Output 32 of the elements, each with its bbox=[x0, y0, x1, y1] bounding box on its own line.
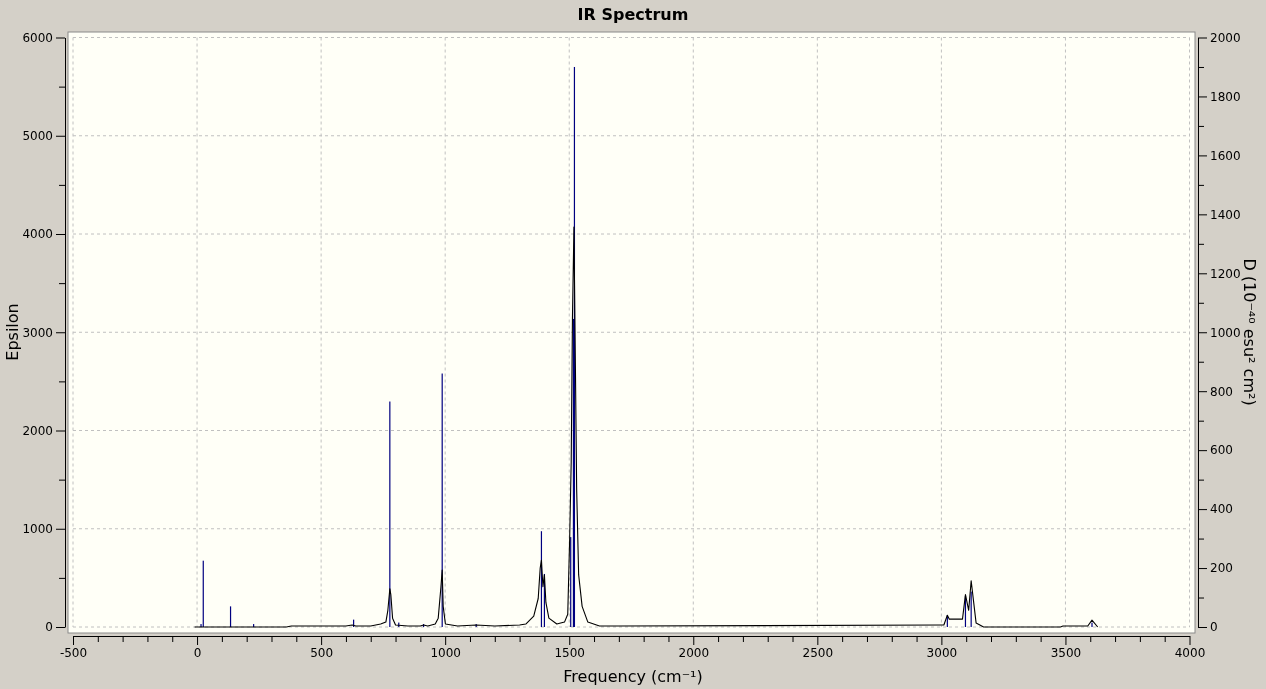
y2-tick-label: 200 bbox=[1210, 561, 1233, 576]
x-tick-label: 2000 bbox=[678, 645, 710, 660]
y-tick-label: 3000 bbox=[22, 325, 53, 340]
y2-tick-label: 600 bbox=[1210, 443, 1233, 458]
x-tick-label: 3500 bbox=[1050, 645, 1082, 660]
x-tick-label: 1000 bbox=[430, 645, 461, 660]
y2-tick-label: 400 bbox=[1210, 502, 1233, 517]
y2-axis-title: D (10⁻⁴⁰ esu² cm²) bbox=[1240, 258, 1259, 406]
y-tick-label: 1000 bbox=[22, 522, 53, 537]
y-tick-label: 4000 bbox=[22, 227, 53, 242]
y-tick-label: 0 bbox=[45, 620, 53, 635]
y-axis-title: Epsilon bbox=[3, 303, 22, 361]
x-tick-label: 4000 bbox=[1174, 645, 1206, 660]
y-tick-label: 6000 bbox=[22, 30, 53, 45]
chart-title: IR Spectrum bbox=[577, 5, 689, 24]
x-tick-label: 0 bbox=[193, 645, 202, 660]
x-tick-label: 500 bbox=[310, 645, 334, 660]
x-tick-label: -500 bbox=[59, 645, 88, 660]
x-tick-label: 2500 bbox=[802, 645, 834, 660]
y2-tick-label: 1400 bbox=[1210, 207, 1241, 222]
y-tick-label: 5000 bbox=[22, 129, 53, 144]
x-tick-label: 1500 bbox=[554, 645, 585, 660]
y2-tick-label: 0 bbox=[1210, 620, 1218, 635]
y2-tick-label: 2000 bbox=[1210, 30, 1241, 45]
y2-tick-label: 1600 bbox=[1210, 148, 1241, 163]
y2-tick-label: 1800 bbox=[1210, 89, 1241, 104]
y2-tick-label: 1000 bbox=[1210, 325, 1241, 340]
x-axis-title: Frequency (cm⁻¹) bbox=[563, 667, 703, 686]
x-tick-label: 3000 bbox=[926, 645, 958, 660]
y2-tick-label: 1200 bbox=[1210, 266, 1241, 281]
y2-tick-label: 800 bbox=[1210, 384, 1233, 399]
y-tick-label: 2000 bbox=[22, 423, 53, 438]
